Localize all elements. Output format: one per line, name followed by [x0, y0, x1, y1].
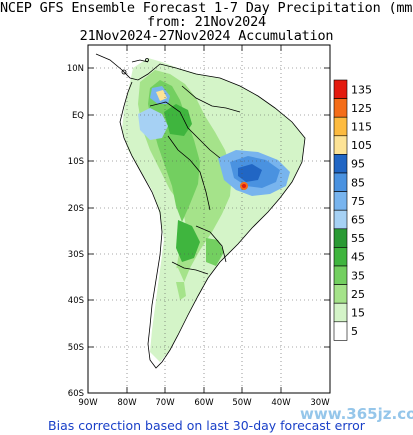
- legend-label-25: 25: [351, 288, 365, 301]
- lat-labels: 10N EQ 10S 20S 30S 40S 50S 60S: [67, 64, 84, 399]
- lon-label: 80W: [117, 398, 137, 408]
- bias-correction-note: Bias correction based on last 30-day for…: [48, 418, 365, 433]
- precip-fills: [122, 58, 305, 362]
- lon-label: 60W: [194, 398, 214, 408]
- lat-label: 40S: [68, 296, 84, 306]
- lat-label: EQ: [72, 111, 84, 121]
- legend-swatch-105: [333, 135, 348, 155]
- legend-label-45: 45: [351, 251, 365, 264]
- legend-label-35: 35: [351, 269, 365, 282]
- lat-label: 50S: [68, 343, 84, 353]
- legend-label-115: 115: [351, 121, 372, 134]
- lon-label: 30W: [310, 398, 330, 408]
- title-line-1: NCEP GFS Ensemble Forecast 1-7 Day Preci…: [0, 0, 413, 16]
- legend-label-5: 5: [351, 325, 358, 338]
- legend-label-75: 75: [351, 195, 365, 208]
- map-frame: [87, 44, 331, 394]
- legend-label-105: 105: [351, 139, 372, 152]
- legend-swatch-95: [333, 154, 348, 174]
- legend-swatch-115: [333, 116, 348, 137]
- lon-label: 70W: [155, 398, 175, 408]
- title-line-2: from: 21Nov2024: [147, 14, 266, 30]
- lat-label: 10N: [67, 64, 84, 74]
- tick-marks: [88, 45, 330, 393]
- legend-label-135: 135: [351, 83, 372, 96]
- legend-swatch-85: [333, 172, 348, 192]
- legend-swatch-25: [333, 284, 348, 304]
- lon-label: 50W: [232, 398, 252, 408]
- watermark: www.365jz.com: [300, 405, 413, 423]
- legend-label-85: 85: [351, 176, 365, 189]
- color-legend: 135 125 115 105 95 85 75 65 55 45 35 25 15 5: [333, 79, 372, 341]
- graticule: [88, 45, 330, 393]
- legend-swatch-5: [333, 321, 348, 341]
- lat-label: 30S: [68, 250, 84, 260]
- legend-swatch-45: [333, 247, 348, 267]
- lat-label: 20S: [68, 204, 84, 214]
- legend-swatch-35: [333, 265, 348, 285]
- legend-swatch-65: [333, 209, 348, 230]
- legend-label-95: 95: [351, 158, 365, 171]
- legend-swatch-135: [333, 79, 348, 99]
- lon-label: 40W: [271, 398, 291, 408]
- legend-swatch-75: [333, 191, 348, 211]
- legend-swatch-125: [333, 98, 348, 118]
- legend-swatch-55: [333, 228, 348, 248]
- legend-label-125: 125: [351, 102, 372, 115]
- title-line-3: 21Nov2024-27Nov2024 Accumulation: [79, 28, 334, 44]
- legend-label-55: 55: [351, 232, 365, 245]
- legend-label-65: 65: [351, 214, 365, 227]
- legend-label-15: 15: [351, 307, 365, 320]
- lon-label: 90W: [78, 398, 98, 408]
- legend-swatch-15: [333, 302, 348, 323]
- lat-label: 60S: [68, 389, 84, 399]
- lat-label: 10S: [68, 157, 84, 167]
- lon-labels: 90W 80W 70W 60W 50W 40W 30W: [78, 398, 330, 408]
